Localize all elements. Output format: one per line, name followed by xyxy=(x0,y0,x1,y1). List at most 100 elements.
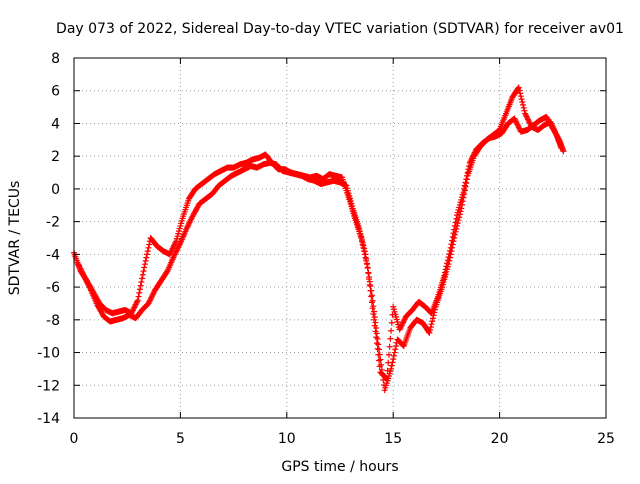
data-point xyxy=(558,145,565,151)
y-tick-label: -10 xyxy=(37,346,60,362)
data-point xyxy=(138,279,145,285)
data-point xyxy=(376,351,383,358)
data-point xyxy=(146,241,153,248)
data-point xyxy=(429,318,436,325)
data-point xyxy=(145,244,152,251)
data-point xyxy=(427,324,434,331)
data-point xyxy=(140,268,147,275)
x-tick-label: 5 xyxy=(176,431,185,447)
data-point xyxy=(368,293,375,300)
data-point xyxy=(519,99,526,105)
data-point xyxy=(390,356,397,363)
data-point xyxy=(137,282,144,289)
data-point xyxy=(388,365,395,372)
y-tick-label: -12 xyxy=(37,378,60,394)
data-point xyxy=(373,330,380,337)
y-tick-label: 0 xyxy=(51,182,60,198)
data-point xyxy=(380,377,387,383)
data-point xyxy=(430,312,437,319)
data-point xyxy=(427,327,434,333)
data-point xyxy=(393,343,400,349)
data-point xyxy=(144,248,151,255)
data-point xyxy=(447,251,454,258)
axis-ticks xyxy=(73,57,607,419)
data-point xyxy=(387,335,394,342)
x-tick-label: 0 xyxy=(70,431,79,447)
data-point xyxy=(141,261,148,268)
data-point xyxy=(453,225,460,232)
data-point xyxy=(366,278,373,285)
data-point xyxy=(378,366,385,373)
y-tick-label: 4 xyxy=(51,116,60,132)
data-point xyxy=(463,180,470,187)
data-point xyxy=(518,96,525,103)
data-point xyxy=(516,87,523,94)
data-point xyxy=(462,183,469,190)
data-point xyxy=(521,107,528,114)
data-point xyxy=(378,361,385,368)
data-point xyxy=(142,257,149,264)
data-point xyxy=(428,321,435,328)
data-point xyxy=(366,274,373,281)
data-point xyxy=(515,84,522,91)
data-point xyxy=(429,315,436,322)
data-point xyxy=(385,351,392,358)
data-point xyxy=(357,231,364,237)
data-points xyxy=(71,84,567,394)
data-point xyxy=(364,265,371,271)
data-point xyxy=(374,335,381,342)
data-point xyxy=(520,104,527,111)
data-point xyxy=(446,257,453,264)
data-point xyxy=(361,245,368,252)
data-point xyxy=(560,148,567,155)
data-point xyxy=(370,303,377,310)
data-point xyxy=(517,90,524,97)
data-point xyxy=(356,225,363,232)
data-point xyxy=(368,287,375,294)
axis-tick-labels: 0 5 10 15 20 25 -14 -12 -10 -8 -6 -4 -2 0 2 4 6 8 xyxy=(37,51,615,447)
y-tick-label: -14 xyxy=(37,411,60,427)
data-point xyxy=(363,255,370,262)
data-point xyxy=(369,297,376,304)
y-tick-label: 8 xyxy=(51,51,60,67)
x-tick-label: 20 xyxy=(491,431,509,447)
data-point xyxy=(449,244,456,251)
data-point xyxy=(373,325,380,331)
data-point xyxy=(363,260,370,267)
data-point xyxy=(432,306,439,313)
data-point xyxy=(431,309,438,316)
plot-frame xyxy=(73,57,607,419)
data-point xyxy=(358,233,365,240)
data-point xyxy=(454,220,461,227)
data-point xyxy=(379,371,386,378)
y-tick-label: -8 xyxy=(46,313,60,329)
data-point xyxy=(141,264,148,271)
data-point xyxy=(456,211,463,218)
data-point xyxy=(463,176,470,183)
x-axis-label: GPS time / hours xyxy=(281,459,398,475)
data-point xyxy=(359,239,366,246)
data-point xyxy=(451,231,458,238)
data-point xyxy=(459,201,466,208)
data-point xyxy=(368,292,375,299)
data-point xyxy=(461,187,468,194)
data-point xyxy=(372,319,379,326)
x-tick-label: 15 xyxy=(384,431,402,447)
data-point xyxy=(135,293,142,300)
data-point xyxy=(450,238,457,245)
data-point xyxy=(454,223,461,229)
data-point xyxy=(143,254,150,261)
data-point xyxy=(361,248,368,255)
data-point xyxy=(362,251,369,258)
data-point xyxy=(457,208,464,215)
y-tick-label: -2 xyxy=(46,215,60,231)
y-tick-label: -6 xyxy=(46,280,60,296)
data-point xyxy=(446,254,453,261)
data-point xyxy=(134,297,141,304)
data-point xyxy=(426,329,433,336)
data-point xyxy=(371,314,378,321)
data-point xyxy=(392,346,399,353)
y-tick-label: 6 xyxy=(51,84,60,100)
